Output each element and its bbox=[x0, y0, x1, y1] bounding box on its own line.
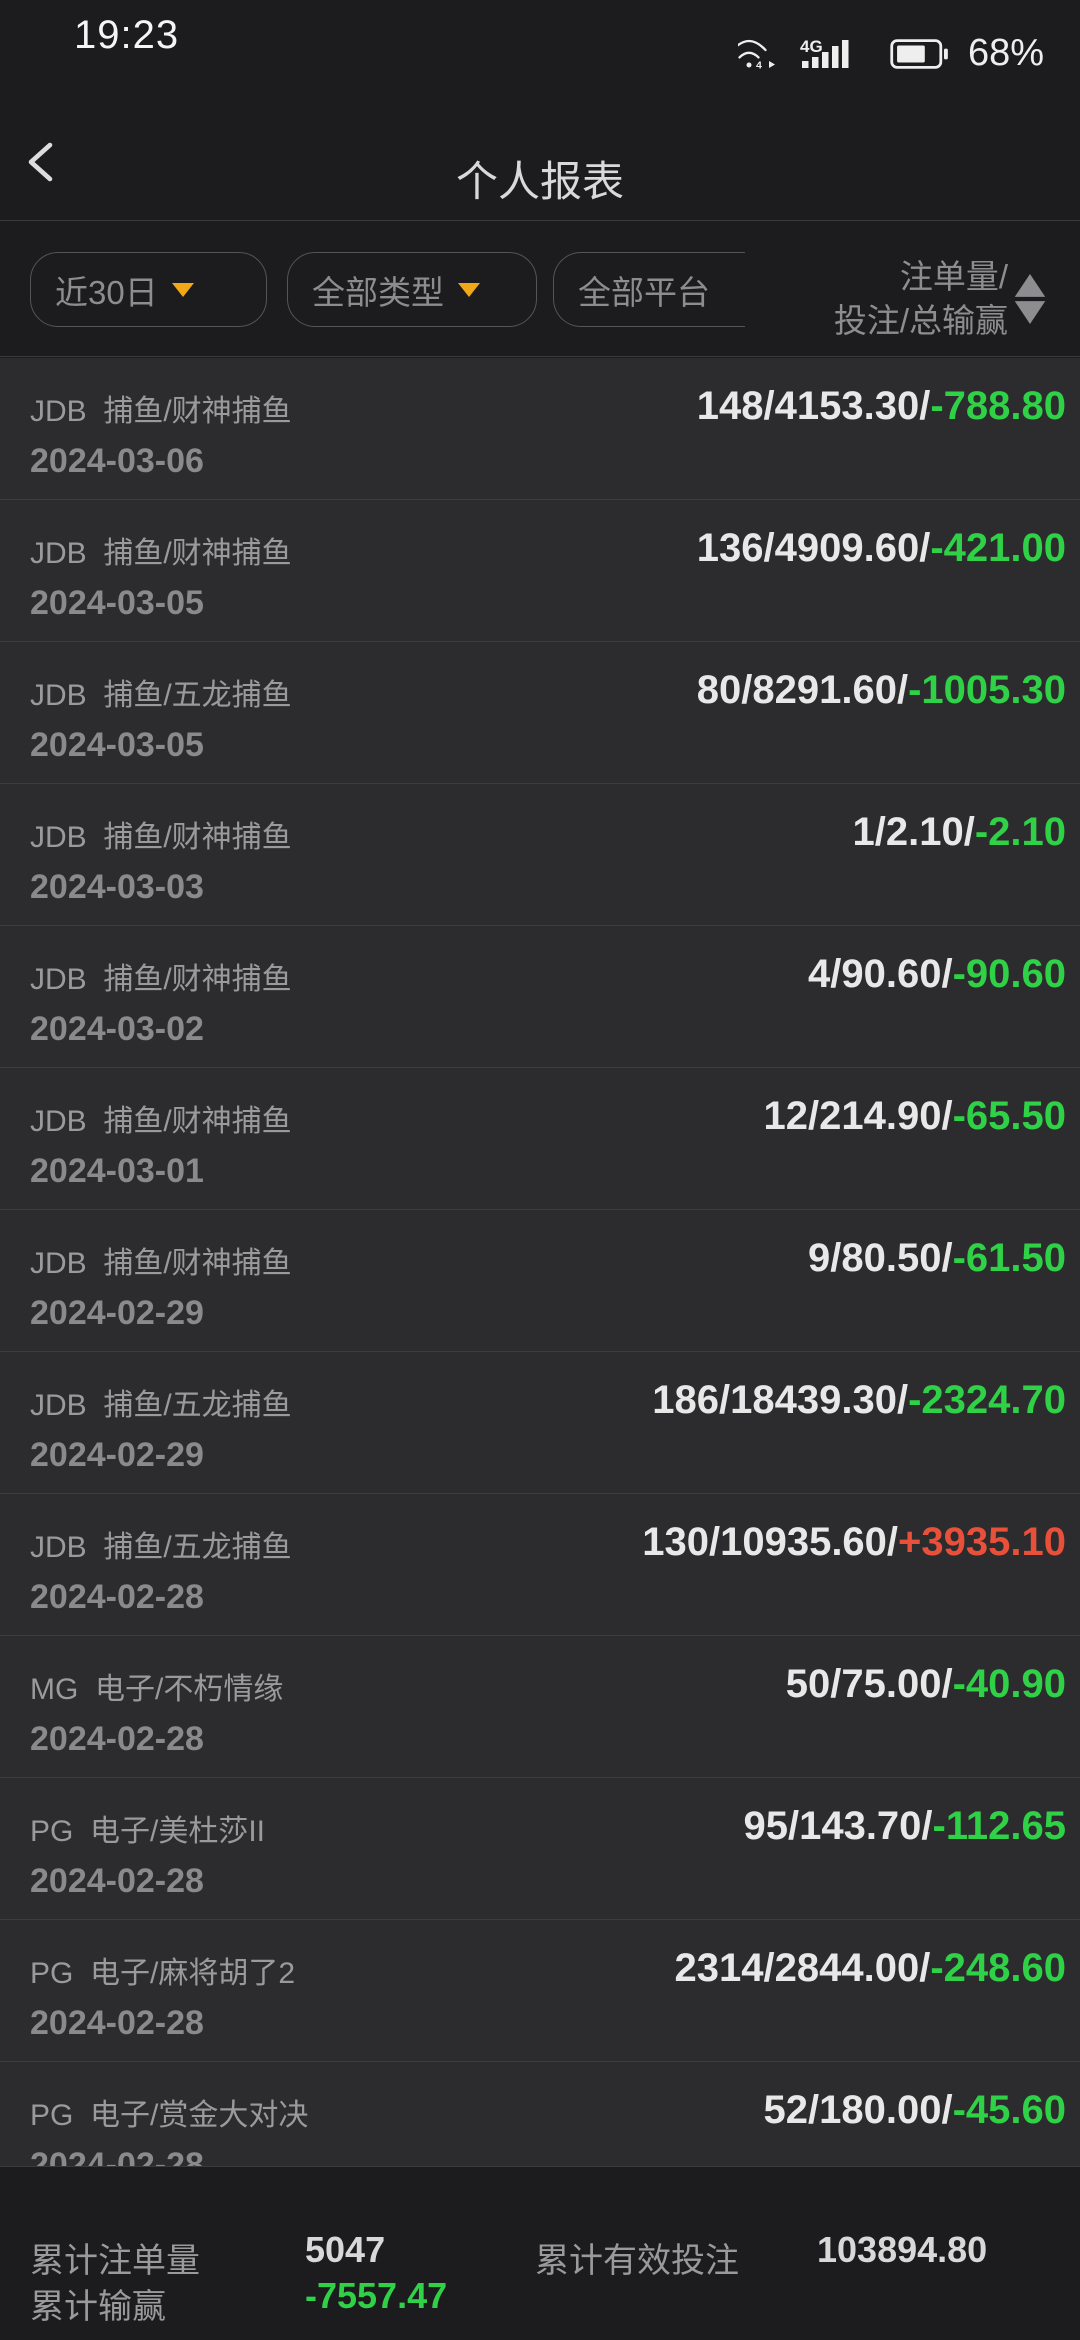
svg-text:4: 4 bbox=[756, 59, 762, 70]
svg-text:4G: 4G bbox=[800, 38, 823, 56]
